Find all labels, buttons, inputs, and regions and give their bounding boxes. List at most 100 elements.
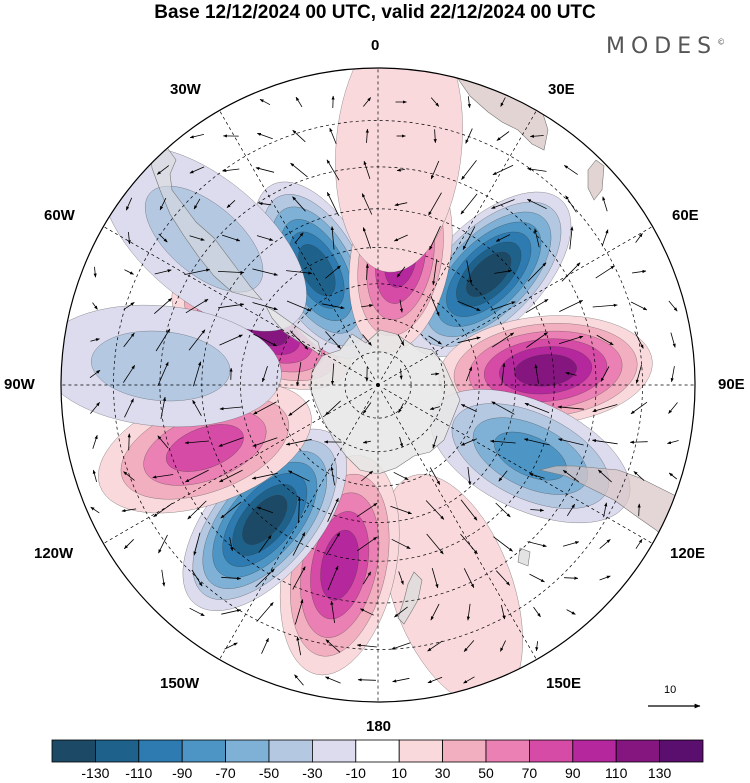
anomaly-neg-140e (182, 428, 347, 612)
wind-vector (637, 503, 641, 517)
wind-vector (533, 606, 541, 618)
wind-vector (428, 192, 442, 216)
wind-vector (362, 334, 372, 346)
wind-vector (393, 471, 409, 481)
wind-vector (325, 331, 341, 349)
wind-vector (429, 226, 441, 251)
colorbar-tick-label: 110 (605, 765, 628, 781)
wind-vector (356, 643, 377, 648)
wind-vector (397, 334, 405, 346)
wind-vector (185, 298, 209, 314)
lon-label-150e: 150E (546, 675, 582, 692)
wind-vector (365, 128, 369, 143)
wind-vector (491, 332, 515, 348)
wind-vector (219, 469, 243, 483)
colorbar-swatch (311, 739, 357, 763)
wind-vector (500, 640, 506, 652)
wind-vector (219, 406, 243, 411)
wind-vector (255, 167, 275, 173)
wind-vector (566, 609, 576, 615)
wind-vector (399, 368, 403, 380)
wind-vector (603, 502, 608, 518)
wind-vector (294, 674, 304, 686)
wind-vector (430, 296, 440, 317)
wind-vector (154, 298, 172, 314)
colorbar-tick-label: 10 (391, 765, 407, 781)
wind-vector (564, 576, 579, 580)
wind-vector (159, 197, 167, 211)
wind-vector (527, 541, 547, 548)
modes-logo: MODES© (606, 34, 725, 59)
wind-vector (633, 471, 645, 481)
wind-vector (362, 571, 372, 585)
wind-vector (460, 404, 477, 412)
wind-vector (321, 303, 345, 310)
anomaly-neg-30w-60w (406, 191, 572, 357)
colorbar-tick-label: -30 (302, 765, 322, 781)
colorbar-swatch (268, 739, 313, 763)
wind-vector (463, 568, 475, 589)
wind-vector (152, 474, 174, 479)
wind-vector (427, 676, 443, 684)
wind-vector (289, 330, 309, 350)
wind-vectors (89, 95, 679, 686)
wind-vector (124, 539, 134, 549)
wind-vector (363, 160, 371, 180)
wind-vector (491, 199, 515, 209)
colorbar-tick-label: 70 (522, 765, 538, 781)
wind-vector (467, 96, 471, 109)
wind-vector (496, 131, 510, 141)
wind-vector (630, 301, 648, 311)
wind-vector (226, 200, 236, 208)
colorbar-tick-label: -50 (259, 765, 279, 781)
wind-vector (430, 372, 440, 376)
longitude-line (383, 387, 653, 544)
wind-vector (330, 466, 335, 486)
wind-vector (630, 401, 648, 415)
wind-vector (251, 472, 278, 480)
wind-vector (431, 567, 439, 589)
wind-vector (429, 406, 441, 410)
wind-vector (362, 440, 371, 444)
wind-vector (92, 469, 97, 483)
wind-vector (229, 537, 234, 552)
wind-vector (124, 398, 134, 418)
wind-vector (256, 235, 274, 241)
wind-vector (294, 232, 304, 244)
wind-vector (394, 606, 408, 618)
wind-vector (362, 227, 372, 249)
lon-label-60e: 60E (672, 207, 699, 224)
colorbar-tick-label: 30 (435, 765, 451, 781)
wind-vector (90, 402, 100, 414)
wind-vector (670, 332, 676, 348)
wind-vector (398, 571, 404, 585)
wind-vector (490, 301, 516, 311)
lon-label-120e: 120E (670, 545, 706, 562)
anomaly-pos-0-north (335, 68, 463, 273)
wind-vector (394, 202, 408, 207)
wind-vector (596, 334, 614, 346)
longitude-line (103, 387, 373, 544)
latitude-circle (276, 283, 480, 487)
wind-vector (155, 328, 171, 352)
wind-vector (500, 97, 506, 107)
wind-vector (158, 233, 168, 243)
wind-vector (90, 506, 100, 514)
wind-vector (465, 366, 473, 382)
wind-vector (599, 539, 611, 549)
wind-vector (399, 436, 403, 448)
wind-vector (460, 193, 478, 215)
wind-vector (292, 566, 306, 590)
pole-marker (376, 383, 380, 387)
wind-vector (157, 435, 169, 449)
colorbar-swatch (181, 739, 226, 763)
lon-label-30w: 30W (170, 81, 201, 98)
wind-vector (356, 502, 378, 518)
wind-vector (161, 569, 166, 587)
wind-vector (498, 470, 508, 482)
lon-label-120w: 120W (34, 545, 74, 562)
wind-vector (535, 641, 539, 652)
colorbar-tick-label: 130 (648, 765, 672, 781)
copyright-mark: © (717, 37, 726, 47)
wind-vector (566, 503, 576, 517)
